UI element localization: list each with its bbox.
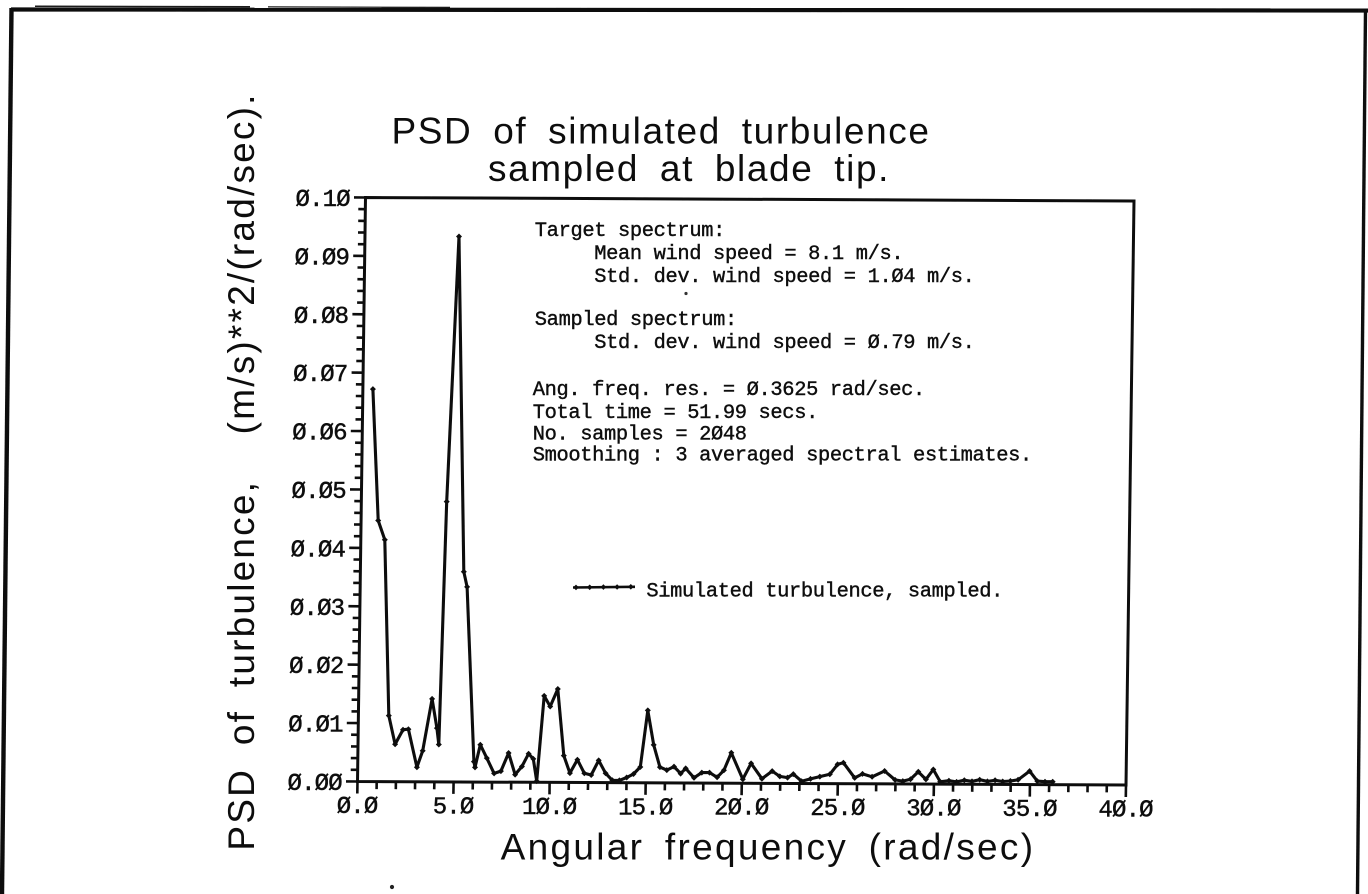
svg-text:25.Ø: 25.Ø	[810, 796, 865, 823]
svg-text:Ø.Ø3: Ø.Ø3	[290, 596, 344, 623]
svg-text:Smoothing : 3 averaged spectra: Smoothing : 3 averaged spectral estimate…	[533, 444, 1032, 467]
svg-text:sampled at blade tip.: sampled at blade tip.	[488, 148, 890, 189]
svg-text:Simulated turbulence, sampled.: Simulated turbulence, sampled.	[646, 581, 1003, 604]
svg-text:Ø.Ø6: Ø.Ø6	[292, 421, 346, 448]
svg-text:Ø.Ø5: Ø.Ø5	[291, 479, 345, 506]
svg-text:Ø.Ø8: Ø.Ø8	[294, 304, 348, 331]
svg-text:15.Ø: 15.Ø	[618, 795, 673, 822]
svg-text:Angular frequency (rad/sec): Angular frequency (rad/sec)	[501, 827, 1036, 868]
svg-text:PSD of simulated turbulence: PSD of simulated turbulence	[391, 111, 930, 152]
svg-text:2Ø.Ø: 2Ø.Ø	[714, 796, 769, 823]
svg-text:Ø.1Ø: Ø.1Ø	[295, 187, 350, 214]
svg-text:Sampled spectrum:: Sampled spectrum:	[535, 309, 737, 332]
svg-text:5.Ø: 5.Ø	[433, 794, 474, 821]
svg-text:4Ø.Ø: 4Ø.Ø	[1098, 798, 1153, 825]
svg-text:Ø.Ø2: Ø.Ø2	[289, 654, 343, 681]
svg-text:Ø.Ø9: Ø.Ø9	[295, 245, 349, 272]
svg-text:Ang. freq. res. = Ø.3625 rad/s: Ang. freq. res. = Ø.3625 rad/sec.	[533, 379, 925, 402]
svg-text:Ø.ØØ: Ø.ØØ	[287, 771, 342, 798]
svg-text:Mean wind speed = 8.1 m/s.: Mean wind speed = 8.1 m/s.	[594, 243, 903, 266]
svg-text:Ø.Ø1: Ø.Ø1	[288, 713, 343, 740]
svg-text:35.Ø: 35.Ø	[1002, 797, 1057, 824]
svg-text:Total time = 51.99 secs.: Total time = 51.99 secs.	[533, 402, 818, 425]
svg-text:Std. dev. wind speed = Ø.79 m/: Std. dev. wind speed = Ø.79 m/s.	[594, 332, 974, 355]
svg-text:Std. dev. wind speed = 1.Ø4 m/: Std. dev. wind speed = 1.Ø4 m/s.	[594, 266, 974, 289]
svg-text:Target spectrum:: Target spectrum:	[535, 220, 725, 243]
svg-text:Ø.Ø4: Ø.Ø4	[291, 537, 346, 564]
svg-text:No. samples = 2Ø48: No. samples = 2Ø48	[533, 423, 747, 446]
svg-text:PSD of turbulence, (m/s)**2/(: PSD of turbulence, (m/s)**2/(rad/sec).	[221, 92, 262, 850]
svg-text:1Ø.Ø: 1Ø.Ø	[522, 795, 577, 822]
svg-text:Ø.Ø: Ø.Ø	[337, 794, 378, 821]
svg-text:3Ø.Ø: 3Ø.Ø	[906, 797, 961, 824]
svg-text:Ø.Ø7: Ø.Ø7	[293, 362, 347, 389]
